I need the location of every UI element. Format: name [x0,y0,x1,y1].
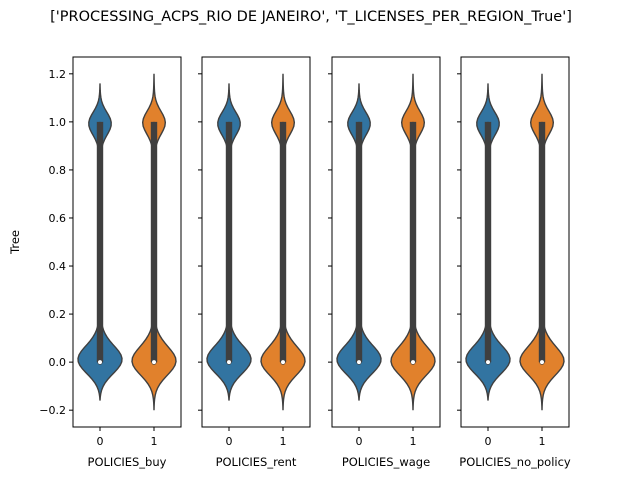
axes-frame [72,56,182,428]
x-tick-label: 0 [485,435,492,448]
subplot-4: 0 1 POLICIES_no_policy [457,56,571,469]
violin-box [279,121,287,363]
x-axis-label: POLICIES_buy [88,455,167,469]
y-tick-label: 0.0 [49,356,67,369]
y-tick-label: 0.2 [49,308,67,321]
subplot-1: −0.2 0.0 0.2 0.4 0.6 0.8 1.0 1.2 0 1 POLICIES_buy [39,56,182,469]
violin-median [97,359,103,365]
y-tick-label: −0.2 [39,404,66,417]
violin-box [225,121,233,363]
x-tick-label: 1 [280,435,287,448]
violin-median [485,359,491,365]
x-axis-label: POLICIES_no_policy [459,455,571,469]
subplot-3: 0 1 POLICIES_wage [328,56,441,469]
x-tick-label: 0 [226,435,233,448]
y-tick-label: 0.8 [49,164,67,177]
y-axis-label: Tree [8,230,22,255]
axes-frame [201,56,311,428]
y-tick-label: 1.0 [49,116,67,129]
violin-median [356,359,362,365]
axes-frame [460,56,570,428]
violin-median [226,359,232,365]
violin-box [355,121,363,363]
y-tick-label: 0.6 [49,212,67,225]
x-tick-label: 0 [356,435,363,448]
violin-median [151,359,157,365]
violin-median [410,359,416,365]
violin-median [280,359,286,365]
violin-box [538,121,546,363]
subplot-2: 0 1 POLICIES_rent [198,56,311,469]
x-tick-label: 1 [410,435,417,448]
violin-box [150,121,158,363]
axes-frame [331,56,441,428]
violin-box [96,121,104,363]
x-tick-label: 1 [151,435,158,448]
y-tick-label: 0.4 [49,260,67,273]
x-axis-label: POLICIES_wage [342,455,430,469]
x-tick-label: 0 [97,435,104,448]
violin-box [484,121,492,363]
violin-box [409,121,417,363]
subplot-grid: −0.2 0.0 0.2 0.4 0.6 0.8 1.0 1.2 0 1 POLICIES_buy 0… [8,56,571,469]
x-axis-label: POLICIES_rent [216,455,297,469]
y-tick-label: 1.2 [49,68,67,81]
figure-title: ['PROCESSING_ACPS_RIO DE JANEIRO', 'T_LI… [50,9,572,25]
x-tick-label: 1 [539,435,546,448]
violin-median [539,359,545,365]
